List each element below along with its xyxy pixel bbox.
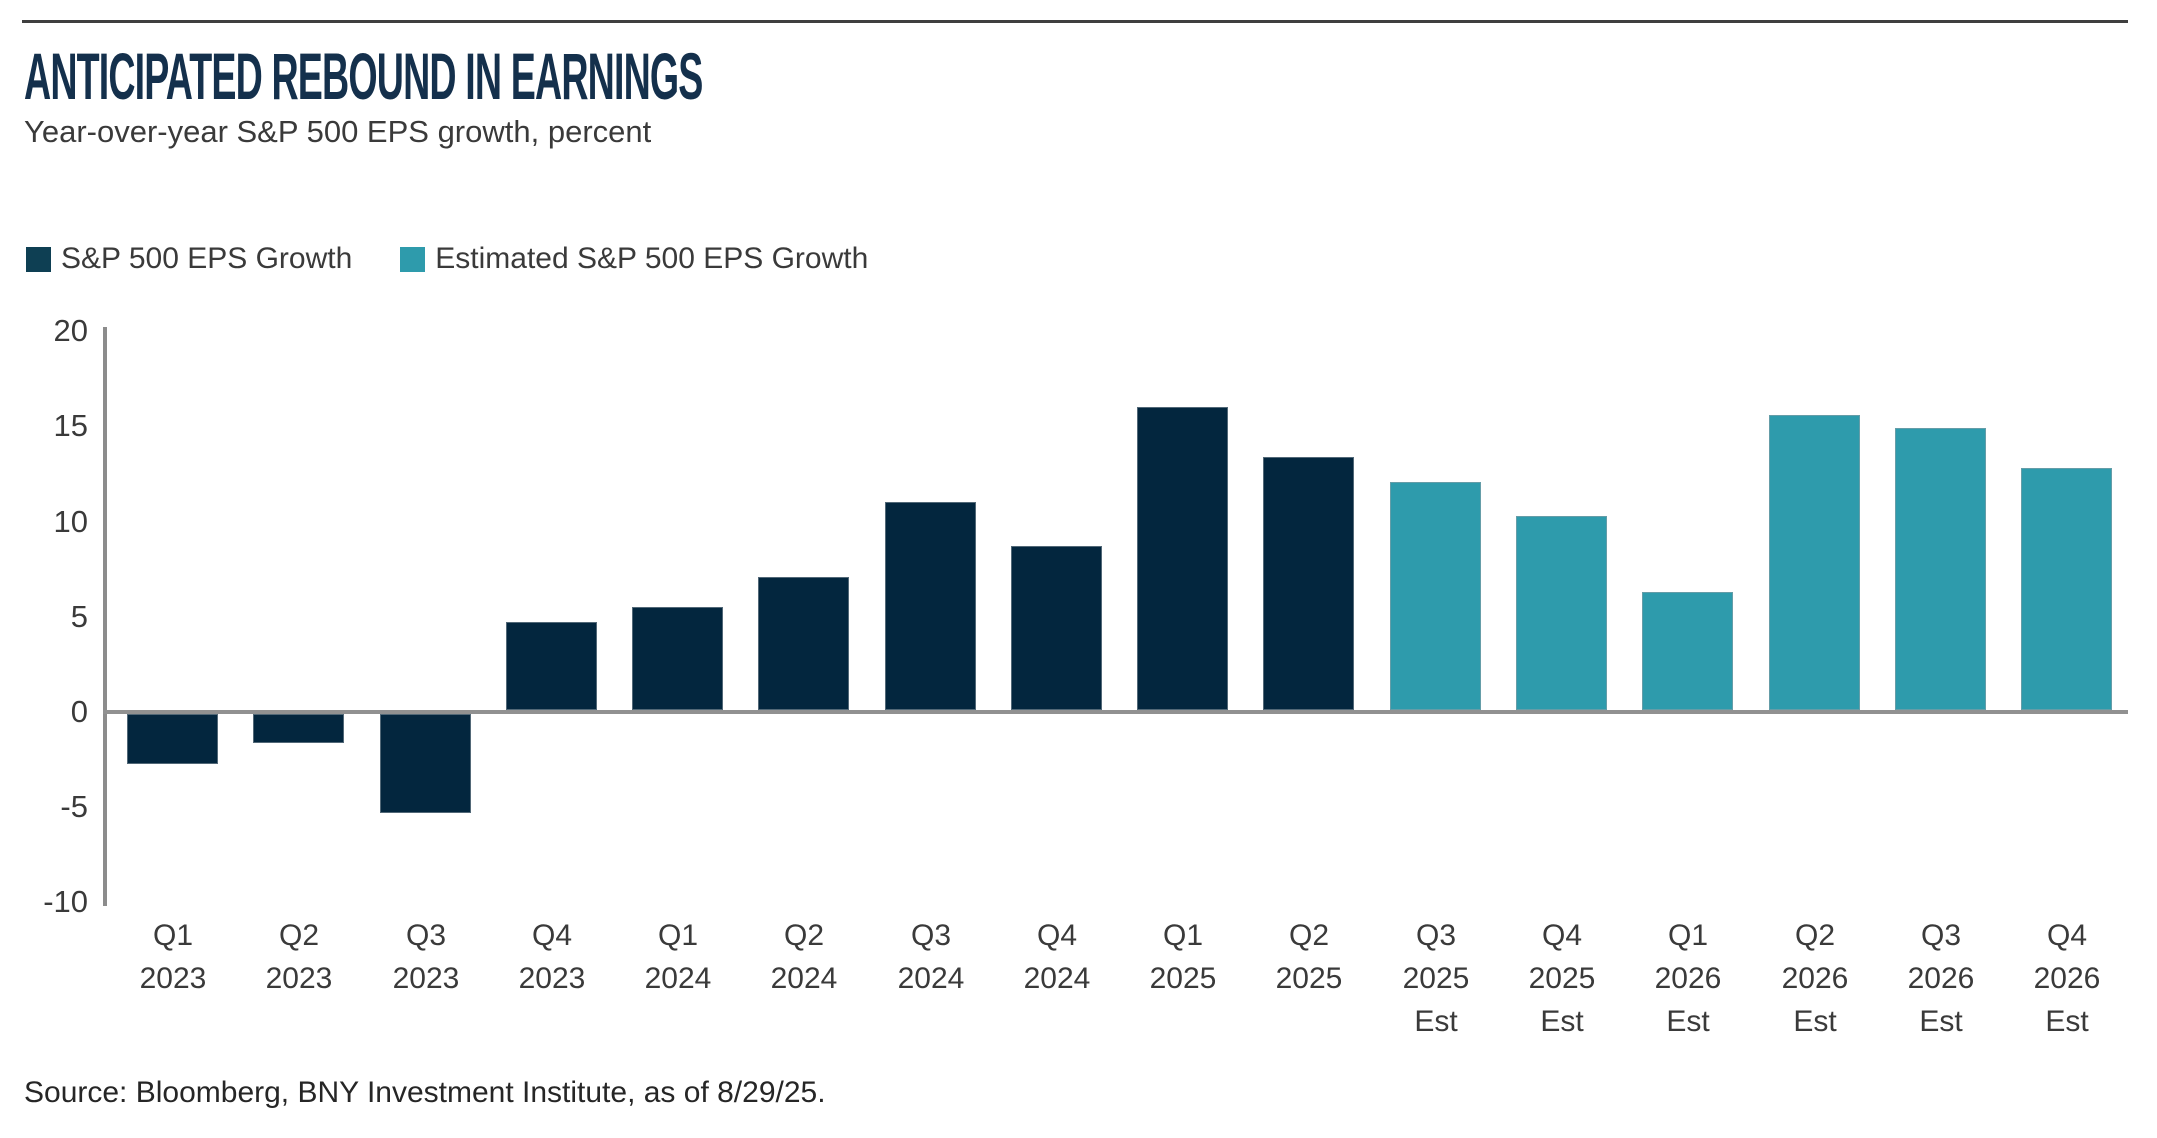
x-tick-line: Q2 [783, 919, 825, 952]
x-tick-line: 2024 [897, 962, 965, 995]
x-tick-line: Est [1793, 1005, 1837, 1038]
x-tick-line: Q1 [1667, 919, 1709, 952]
x-tick-line: Est [1540, 1005, 1584, 1038]
page-title: ANTICIPATED REBOUND IN EARNINGS [24, 39, 703, 113]
x-tick-line: 2023 [265, 962, 333, 995]
bar-Q2-2023 [253, 714, 344, 743]
bar-Q2-2025 [1263, 457, 1354, 710]
x-tick-label-Q1-2023: Q1 2023 [103, 914, 243, 1000]
x-tick-line: Est [1919, 1005, 1963, 1038]
legend-item-estimated: Estimated S&P 500 EPS Growth [400, 242, 868, 276]
legend-label-estimated: Estimated S&P 500 EPS Growth [435, 242, 869, 275]
x-tick-line: Est [1666, 1005, 1710, 1038]
bar-Q1-2025 [1137, 407, 1228, 710]
y-tick-label: 15 [53, 408, 88, 443]
x-tick-line: Q4 [1036, 919, 1078, 952]
bar-Q1-2026-est [1642, 592, 1733, 710]
x-tick-label-Q3-2026-est: Q3 2026 Est [1871, 914, 2011, 1043]
x-tick-line: 2023 [392, 962, 460, 995]
legend-item-actual: S&P 500 EPS Growth [26, 242, 352, 276]
x-tick-line: Q3 [405, 919, 447, 952]
x-tick-label-Q2-2026-est: Q2 2026 Est [1745, 914, 1885, 1043]
legend-label-actual: S&P 500 EPS Growth [61, 242, 353, 275]
bar-Q4-2024 [1011, 546, 1102, 710]
x-tick-line: 2026 [2033, 962, 2101, 995]
x-tick-label-Q2-2023: Q2 2023 [229, 914, 369, 1000]
x-tick-line: 2026 [1907, 962, 1975, 995]
x-tick-line: Q2 [1794, 919, 1836, 952]
x-tick-label-Q2-2024: Q2 2024 [734, 914, 874, 1000]
bar-Q3-2025-est [1390, 482, 1481, 710]
bar-Q4-2026-est [2021, 468, 2112, 710]
bar-Q3-2024 [885, 502, 976, 710]
x-tick-line: Q2 [278, 919, 320, 952]
x-tick-label-Q1-2026-est: Q1 2026 Est [1618, 914, 1758, 1043]
x-tick-line: Est [1414, 1005, 1458, 1038]
x-tick-label-Q2-2025: Q2 2025 [1239, 914, 1379, 1000]
y-tick-label: 5 [70, 599, 88, 634]
x-tick-label-Q4-2024: Q4 2024 [987, 914, 1127, 1000]
bar-Q2-2024 [758, 577, 849, 710]
x-tick-line: Q4 [2046, 919, 2088, 952]
chart-subtitle: Year-over-year S&P 500 EPS growth, perce… [24, 114, 652, 149]
source-note: Source: Bloomberg, BNY Investment Instit… [24, 1076, 826, 1109]
y-tick-label: -10 [43, 884, 88, 919]
legend-swatch-actual-icon [26, 246, 51, 272]
x-tick-line: 2025 [1149, 962, 1217, 995]
y-tick-label: 0 [70, 694, 88, 729]
x-tick-line: Q4 [1541, 919, 1583, 952]
x-tick-label-Q3-2024: Q3 2024 [861, 914, 1001, 1000]
x-tick-line: Est [2045, 1005, 2089, 1038]
legend: S&P 500 EPS Growth Estimated S&P 500 EPS… [26, 242, 868, 276]
y-tick-label: -5 [60, 789, 88, 824]
x-tick-line: 2026 [1654, 962, 1722, 995]
bar-Q1-2024 [632, 607, 723, 710]
x-tick-line: Q1 [152, 919, 194, 952]
bar-Q2-2026-est [1769, 415, 1860, 710]
bar-Q1-2023 [127, 714, 218, 764]
x-tick-line: Q3 [1415, 919, 1457, 952]
top-rule [22, 20, 2128, 23]
x-tick-label-Q4-2026-est: Q4 2026 Est [1997, 914, 2137, 1043]
bar-Q3-2026-est [1895, 428, 1986, 710]
x-tick-line: Q1 [657, 919, 699, 952]
y-tick-label: 10 [53, 504, 88, 539]
x-tick-line: Q2 [1288, 919, 1330, 952]
zero-baseline [103, 710, 2128, 714]
bar-Q4-2025-est [1516, 516, 1607, 710]
bar-Q4-2023 [506, 622, 597, 710]
x-tick-line: 2023 [139, 962, 207, 995]
x-tick-line: 2024 [770, 962, 838, 995]
x-tick-line: Q3 [1920, 919, 1962, 952]
x-tick-line: 2025 [1402, 962, 1470, 995]
x-tick-line: 2024 [1023, 962, 1091, 995]
x-tick-label-Q1-2024: Q1 2024 [608, 914, 748, 1000]
x-tick-line: Q1 [1162, 919, 1204, 952]
x-tick-line: 2024 [644, 962, 712, 995]
bar-Q3-2023 [380, 714, 471, 813]
x-tick-label-Q1-2025: Q1 2025 [1113, 914, 1253, 1000]
x-tick-label-Q4-2023: Q4 2023 [482, 914, 622, 1000]
x-tick-line: 2026 [1781, 962, 1849, 995]
x-tick-line: 2025 [1275, 962, 1343, 995]
y-axis-line [103, 327, 107, 906]
legend-swatch-estimated-icon [400, 246, 426, 272]
x-tick-line: 2023 [518, 962, 586, 995]
x-tick-label-Q4-2025-est: Q4 2025 Est [1492, 914, 1632, 1043]
x-tick-line: 2025 [1528, 962, 1596, 995]
x-tick-line: Q4 [531, 919, 573, 952]
x-tick-label-Q3-2023: Q3 2023 [356, 914, 496, 1000]
x-tick-line: Q3 [910, 919, 952, 952]
x-tick-label-Q3-2025-est: Q3 2025 Est [1366, 914, 1506, 1043]
y-tick-label: 20 [53, 313, 88, 348]
